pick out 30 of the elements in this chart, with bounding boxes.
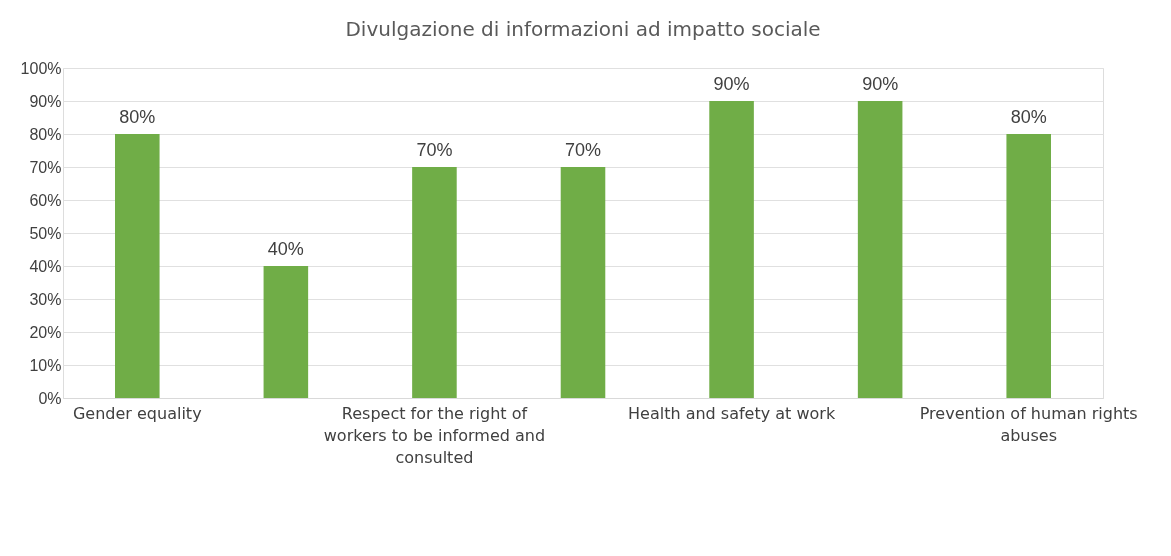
y-tick-label: 20% <box>29 323 62 341</box>
bar <box>263 266 309 398</box>
y-tick-label: 100% <box>20 59 62 77</box>
y-tick-label: 70% <box>29 158 62 176</box>
data-label: 80% <box>1010 107 1047 127</box>
data-label: 80% <box>119 107 156 127</box>
y-tick-label: 50% <box>29 224 62 242</box>
data-label: 70% <box>416 140 453 160</box>
x-tick-label: Prevention of human rights abuses <box>919 404 1138 445</box>
y-tick-label: 90% <box>29 92 62 110</box>
x-tick-label: Health and safety at work <box>628 404 836 423</box>
y-tick-label: 10% <box>29 356 62 374</box>
bar <box>560 167 606 398</box>
y-tick-label: 30% <box>29 290 62 308</box>
chart-title: Divulgazione di informazioni ad impatto sociale <box>345 17 821 41</box>
bar <box>709 101 754 398</box>
x-tick-label: Respect for the right of workers to be informed and consulted <box>323 404 546 467</box>
x-tick-label: Gender equality <box>72 404 202 423</box>
bar <box>1006 134 1051 398</box>
data-label: 40% <box>267 239 304 259</box>
data-label: 90% <box>713 74 750 94</box>
data-label: 70% <box>564 140 602 160</box>
y-tick-label: 60% <box>29 191 62 209</box>
bar <box>412 167 457 398</box>
y-tick-label: 80% <box>29 125 62 143</box>
y-tick-label: 0% <box>38 389 62 407</box>
data-label: 90% <box>862 74 899 94</box>
bar <box>857 101 903 398</box>
y-tick-label: 40% <box>29 257 62 275</box>
bar <box>115 134 160 398</box>
